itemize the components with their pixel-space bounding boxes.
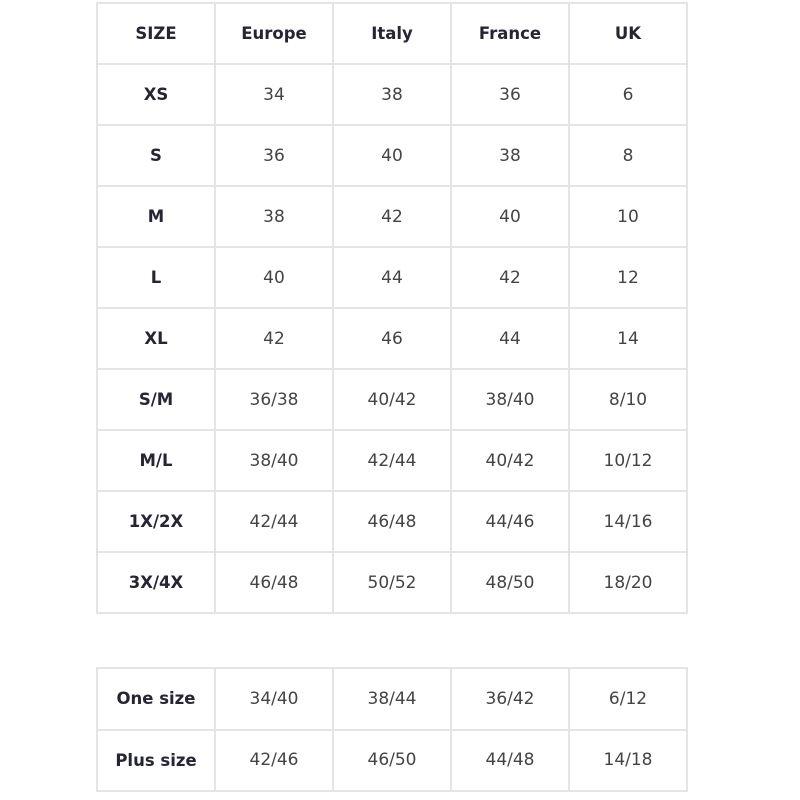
table-row: S/M 36/38 40/42 38/40 8/10	[96, 368, 688, 431]
size-label-cell: S/M	[96, 368, 216, 431]
size-value-cell: 42	[450, 246, 570, 309]
size-value-cell: 36	[214, 124, 334, 187]
size-label-cell: L	[96, 246, 216, 309]
table-row: M/L 38/40 42/44 40/42 10/12	[96, 429, 688, 492]
size-value-cell: 42	[214, 307, 334, 370]
size-value-cell: 40	[450, 185, 570, 248]
size-value-cell: 40/42	[332, 368, 452, 431]
special-size-table: One size 34/40 38/44 36/42 6/12 Plus size 42/4…	[96, 667, 688, 792]
size-value-cell: 34/40	[214, 667, 334, 731]
size-value-cell: 10	[568, 185, 688, 248]
size-value-cell: 38/40	[214, 429, 334, 492]
table-row: One size 34/40 38/44 36/42 6/12	[96, 667, 688, 731]
size-value-cell: 8	[568, 124, 688, 187]
size-value-cell: 40	[214, 246, 334, 309]
size-value-cell: 14	[568, 307, 688, 370]
table-row: XS 34 38 36 6	[96, 63, 688, 126]
size-value-cell: 6	[568, 63, 688, 126]
size-value-cell: 38/44	[332, 667, 452, 731]
size-value-cell: 42/44	[214, 490, 334, 553]
size-value-cell: 36/38	[214, 368, 334, 431]
size-value-cell: 38	[332, 63, 452, 126]
table-row: S 36 40 38 8	[96, 124, 688, 187]
size-value-cell: 8/10	[568, 368, 688, 431]
column-header: Europe	[214, 2, 334, 65]
size-value-cell: 42/46	[214, 728, 334, 792]
size-label-cell: XS	[96, 63, 216, 126]
size-value-cell: 38	[214, 185, 334, 248]
size-label-cell: XL	[96, 307, 216, 370]
size-label-cell: 1X/2X	[96, 490, 216, 553]
size-label-cell: M/L	[96, 429, 216, 492]
size-value-cell: 44	[332, 246, 452, 309]
table-row: Plus size 42/46 46/50 44/48 14/18	[96, 728, 688, 792]
size-value-cell: 36	[450, 63, 570, 126]
size-value-cell: 14/18	[568, 728, 688, 792]
table-row: 3X/4X 46/48 50/52 48/50 18/20	[96, 551, 688, 614]
size-label-cell: Plus size	[96, 728, 216, 792]
table-row: M 38 42 40 10	[96, 185, 688, 248]
size-label-cell: M	[96, 185, 216, 248]
table-row: 1X/2X 42/44 46/48 44/46 14/16	[96, 490, 688, 553]
header-row: SIZE Europe Italy France UK	[96, 2, 688, 65]
size-value-cell: 46	[332, 307, 452, 370]
size-value-cell: 6/12	[568, 667, 688, 731]
size-value-cell: 12	[568, 246, 688, 309]
size-label-cell: 3X/4X	[96, 551, 216, 614]
size-value-cell: 42/44	[332, 429, 452, 492]
table-row: XL 42 46 44 14	[96, 307, 688, 370]
size-conversion-table: SIZE Europe Italy France UK XS 34 38 36 6 S 36 40 38 8…	[96, 2, 688, 614]
size-value-cell: 46/48	[214, 551, 334, 614]
size-value-cell: 42	[332, 185, 452, 248]
size-value-cell: 44	[450, 307, 570, 370]
column-header: UK	[568, 2, 688, 65]
column-header: Italy	[332, 2, 452, 65]
size-value-cell: 14/16	[568, 490, 688, 553]
table-row: L 40 44 42 12	[96, 246, 688, 309]
column-header: France	[450, 2, 570, 65]
size-value-cell: 38/40	[450, 368, 570, 431]
size-value-cell: 40	[332, 124, 452, 187]
size-value-cell: 44/46	[450, 490, 570, 553]
size-label-cell: S	[96, 124, 216, 187]
size-value-cell: 48/50	[450, 551, 570, 614]
size-label-cell: One size	[96, 667, 216, 731]
size-value-cell: 44/48	[450, 728, 570, 792]
size-value-cell: 10/12	[568, 429, 688, 492]
size-value-cell: 40/42	[450, 429, 570, 492]
size-value-cell: 38	[450, 124, 570, 187]
size-value-cell: 46/50	[332, 728, 452, 792]
size-value-cell: 18/20	[568, 551, 688, 614]
size-value-cell: 34	[214, 63, 334, 126]
column-header: SIZE	[96, 2, 216, 65]
size-value-cell: 36/42	[450, 667, 570, 731]
size-value-cell: 46/48	[332, 490, 452, 553]
size-value-cell: 50/52	[332, 551, 452, 614]
